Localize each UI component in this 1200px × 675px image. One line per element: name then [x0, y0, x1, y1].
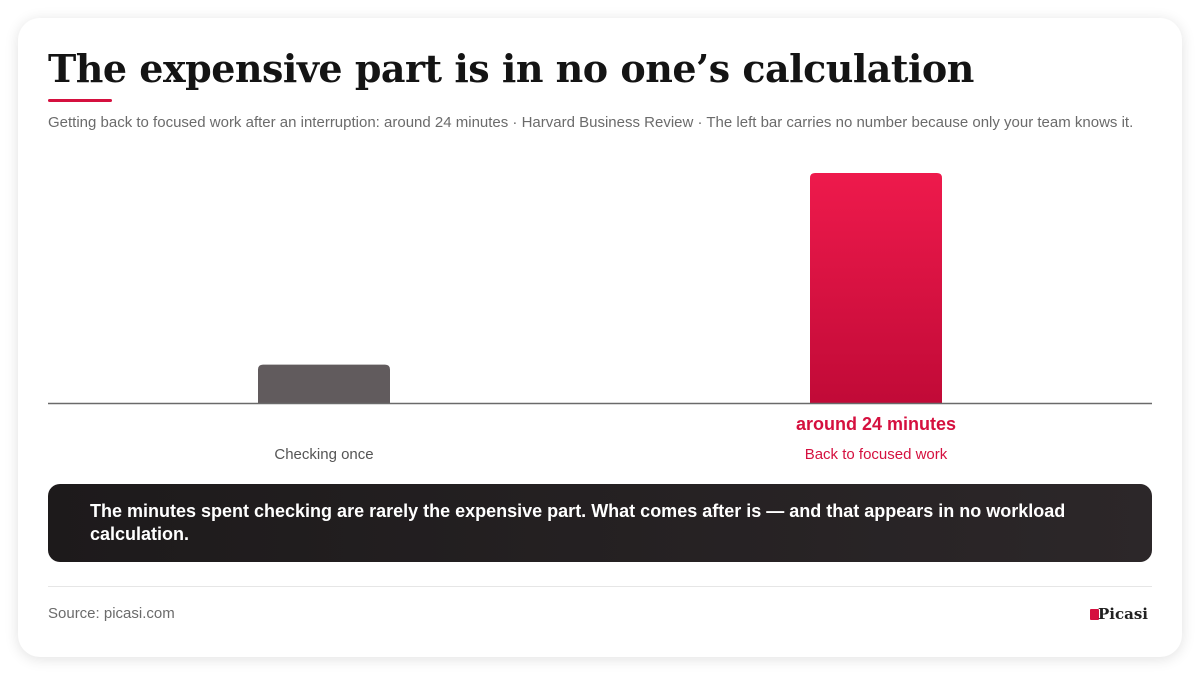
brand-logo	[1090, 609, 1099, 620]
chart-title: The expensive part is in no one’s calcul…	[48, 46, 974, 91]
chart-subtitle: Getting back to focused work after an in…	[48, 114, 1134, 131]
title-underline	[48, 99, 112, 102]
x-tick-label: Checking once	[274, 446, 373, 463]
brand: Picasi	[1098, 605, 1148, 623]
divider	[48, 586, 1152, 587]
x-tick-label: Back to focused work	[805, 446, 948, 463]
callout: The minutes spent checking are rarely th…	[48, 484, 1152, 562]
bar	[810, 173, 942, 403]
chart: Checking once Back to focused work around …	[48, 173, 1152, 463]
source: Source: picasi.com	[48, 605, 175, 622]
bar	[258, 364, 390, 403]
value-label: around 24 minutes	[796, 414, 956, 434]
